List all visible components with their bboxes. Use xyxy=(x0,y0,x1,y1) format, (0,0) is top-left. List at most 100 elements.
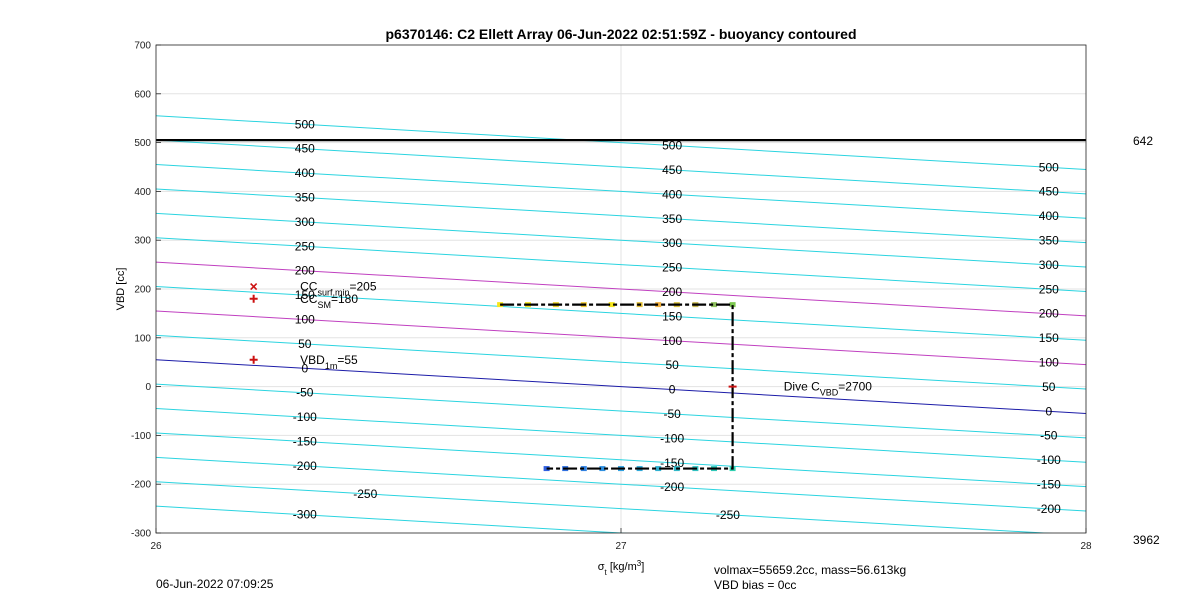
contour-label: 100 xyxy=(662,334,682,348)
contour-label: 400 xyxy=(1039,209,1059,223)
contour-label: 400 xyxy=(295,166,315,180)
annotation-label: Dive CVBD=2700 xyxy=(784,380,873,398)
right-label-bottom: 3962 xyxy=(1133,533,1160,547)
contour-label: 50 xyxy=(298,337,312,351)
contour-label: 250 xyxy=(1039,282,1059,296)
contour-line xyxy=(156,261,1086,317)
y-tick-label: 700 xyxy=(134,41,151,52)
y-axis-label: VBD [cc] xyxy=(115,268,127,311)
x-tick-labels: 26 27 28 xyxy=(150,528,1092,552)
markers-group xyxy=(249,282,737,388)
contour-label: 100 xyxy=(295,313,315,327)
contour-label: 200 xyxy=(295,264,315,278)
contour-line xyxy=(156,432,1086,488)
contour-label: 300 xyxy=(1039,258,1059,272)
contour-line xyxy=(156,334,1086,390)
annotation-label: CCsurf,min=205 xyxy=(300,280,377,298)
x-tick-label: 26 xyxy=(150,541,162,552)
contour-label: 250 xyxy=(295,239,315,253)
contour-label: 150 xyxy=(1039,331,1059,345)
contour-label: 300 xyxy=(295,215,315,229)
contour-line xyxy=(156,481,1053,533)
right-label-top: 642 xyxy=(1133,134,1153,148)
contour-label: -100 xyxy=(293,410,317,424)
contour-label: -50 xyxy=(1040,429,1058,443)
contour-label: -200 xyxy=(660,480,684,494)
contour-label: 150 xyxy=(295,288,315,302)
contour-line xyxy=(156,212,1086,268)
marker-plus xyxy=(249,294,258,303)
buoyancy-contours xyxy=(156,115,1086,533)
y-tick-labels: -300 -200 -100 0 100 200 300 400 500 600 700 xyxy=(131,41,161,540)
marker-x xyxy=(250,282,258,291)
annotation-label: CCSM=180 xyxy=(300,292,358,310)
y-tick-label: 400 xyxy=(134,187,151,198)
contour-label: 500 xyxy=(295,117,315,131)
contour-label: -250 xyxy=(353,487,377,501)
dive-sample-point xyxy=(711,302,717,308)
y-tick-label: 300 xyxy=(134,236,151,247)
contour-label: -250 xyxy=(716,508,740,522)
contour-line xyxy=(156,115,1086,170)
contour-line xyxy=(156,456,1086,512)
contour-label: -100 xyxy=(1037,453,1061,467)
footer-vbd-bias: VBD bias = 0cc xyxy=(714,578,796,592)
contour-line xyxy=(156,286,1086,341)
y-tick-label: 200 xyxy=(134,285,151,296)
contour-label: 500 xyxy=(1039,160,1059,174)
footer-volmax-mass: volmax=55659.2cc, mass=56.613kg xyxy=(714,563,906,577)
y-tick-label: 100 xyxy=(134,333,151,344)
contour-label: 350 xyxy=(295,191,315,205)
contour-label: -200 xyxy=(1037,502,1061,516)
y-tick-label: -300 xyxy=(131,529,151,540)
contour-line xyxy=(156,237,1086,292)
y-tick-label: -100 xyxy=(131,431,151,442)
x-tick-label: 27 xyxy=(615,541,627,552)
x-axis-label: σt [kg/m3] xyxy=(598,559,645,577)
dive-sample-point xyxy=(655,302,662,308)
dive-sample-point xyxy=(599,466,606,472)
contour-label: 50 xyxy=(665,358,679,372)
footer-timestamp: 06-Jun-2022 07:09:25 xyxy=(156,577,274,591)
contour-label: 0 xyxy=(669,383,676,397)
contour-label: 450 xyxy=(1039,185,1059,199)
contour-label: -150 xyxy=(1037,477,1061,491)
contour-line xyxy=(156,310,1086,366)
contour-label: -300 xyxy=(293,508,317,522)
contour-label: -50 xyxy=(296,386,314,400)
dive-sample-point xyxy=(729,302,736,308)
contour-label: 100 xyxy=(1039,355,1059,369)
contour-line xyxy=(156,408,1086,463)
chart-title: p6370146: C2 Ellett Array 06-Jun-2022 02… xyxy=(386,26,857,42)
y-tick-label: 600 xyxy=(134,89,151,100)
contour-label: 350 xyxy=(662,212,682,226)
contour-label: 200 xyxy=(662,285,682,299)
contour-label: 0 xyxy=(301,361,308,375)
contour-label: 250 xyxy=(662,261,682,275)
y-tick-label: 0 xyxy=(145,382,151,393)
contour-label: -200 xyxy=(293,459,317,473)
annotation-label: VBD1m=55 xyxy=(300,353,358,371)
contour-label: 0 xyxy=(1045,404,1052,418)
contour-line xyxy=(156,383,1086,439)
y-tick-label: 500 xyxy=(134,138,151,149)
contour-line xyxy=(156,359,1086,414)
contour-label: 450 xyxy=(295,142,315,156)
marker-plus xyxy=(249,355,258,364)
contour-label: -150 xyxy=(293,435,317,449)
contour-line xyxy=(156,505,630,533)
contour-label: 200 xyxy=(1039,307,1059,321)
contour-label: 300 xyxy=(662,236,682,250)
contour-line xyxy=(156,139,1086,195)
dive-sample-point xyxy=(608,302,615,308)
contour-label: 400 xyxy=(662,187,682,201)
contour-line xyxy=(156,164,1086,219)
contour-line xyxy=(156,188,1086,244)
x-tick-label: 28 xyxy=(1080,541,1092,552)
contour-label: 500 xyxy=(662,139,682,153)
contour-label: 350 xyxy=(1039,233,1059,247)
contour-label: -100 xyxy=(660,431,684,445)
y-tick-label: -200 xyxy=(131,480,151,491)
